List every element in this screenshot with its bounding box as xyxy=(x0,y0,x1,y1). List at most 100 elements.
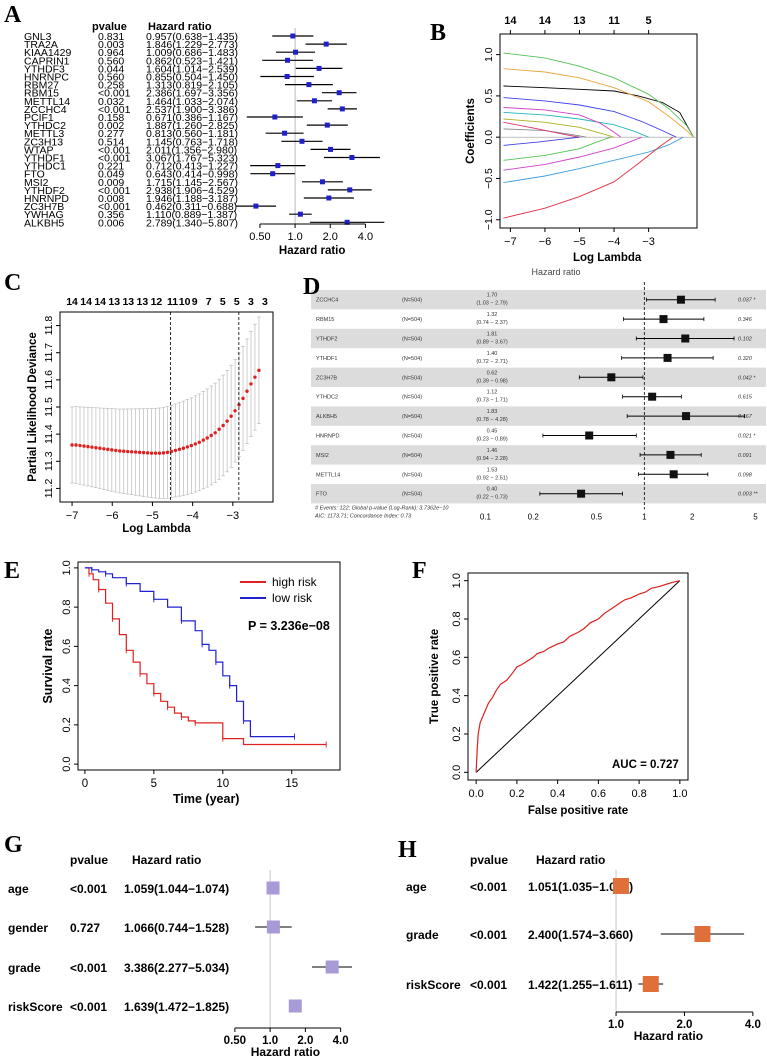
roc-curve xyxy=(475,580,681,773)
column-header-hazard-ratio: Hazard ratio xyxy=(536,853,605,867)
deviance-point xyxy=(185,445,190,449)
hazard-ratio-text: 1.145(0.763−1.718) xyxy=(146,136,238,148)
hr-point xyxy=(648,392,657,401)
top-tick-label: 5 xyxy=(234,296,240,308)
pvalue-text: <0.001 xyxy=(470,928,507,942)
row-n: (N=504) xyxy=(402,298,422,304)
pvalue-text: 0.356 xyxy=(98,209,124,221)
row-pvalue: 0.098 xyxy=(738,472,753,478)
coefficient-path xyxy=(503,68,694,138)
x-tick-label: 4.0 xyxy=(333,1035,349,1047)
hr-point xyxy=(607,373,616,382)
row-hr: 1.46 xyxy=(487,448,498,454)
auc-annotation: AUC = 0.727 xyxy=(612,759,679,771)
hr-point xyxy=(275,163,281,169)
deviance-point xyxy=(153,451,158,455)
row-gene: YTHDC2 xyxy=(316,395,338,401)
row-hr: 0.40 xyxy=(487,487,498,493)
row-ci: (0.94 − 2.28) xyxy=(476,456,508,462)
hr-point xyxy=(669,470,678,479)
pvalue-text: <0.001 xyxy=(98,185,131,197)
gene-label: RBM27 xyxy=(24,80,59,92)
coefficient-path xyxy=(503,118,615,138)
gene-label: ZCCHC4 xyxy=(24,104,67,116)
x-tick-label: −7 xyxy=(504,236,517,248)
row-ci: (0.74 − 2.37) xyxy=(476,320,508,326)
variable-label: grade xyxy=(8,961,41,975)
variable-label: riskScore xyxy=(8,1000,63,1014)
gene-label: YWHAG xyxy=(24,209,64,221)
deviance-point xyxy=(213,431,217,435)
hazard-ratio-text: 2.938(1.906−4.529) xyxy=(146,185,238,197)
hazard-ratio-text: 1.604(1.014−2.539) xyxy=(146,63,238,75)
hr-point xyxy=(272,114,278,120)
x-tick-label: 0.50 xyxy=(224,1035,246,1047)
pvalue-text: 0.158 xyxy=(98,112,124,124)
panel-a: pvalue Hazard ratio GNL3 0.831 0.957(0.638−1… xyxy=(24,21,385,257)
panel-label: F xyxy=(412,558,427,584)
gene-label: HNRNPC xyxy=(24,72,69,84)
hr-point xyxy=(306,82,312,88)
hazard-ratio-text: 3.386(2.277−5.034) xyxy=(124,961,229,975)
x-axis-label: Log Lambda xyxy=(573,252,642,264)
hazard-ratio-text: 0.855(0.504−1.450) xyxy=(146,72,238,84)
row-gene: ZC3H7B xyxy=(316,375,337,381)
row-n: (N=504) xyxy=(402,414,422,420)
row-ci: (0.78 − 4.28) xyxy=(476,417,508,423)
hr-point xyxy=(326,195,332,201)
hazard-ratio-text: 0.671(0.386−1.167) xyxy=(146,112,238,124)
row-hr: 0.45 xyxy=(487,429,498,435)
top-tick-label: 3 xyxy=(262,296,268,308)
row-pvalue: 0.003 ** xyxy=(738,492,758,498)
hr-point xyxy=(282,130,288,136)
hazard-ratio-text: 1.464(1.033−2.074) xyxy=(146,96,238,108)
y-tick-label: 11.4 xyxy=(43,424,55,444)
pvalue-text: 0.560 xyxy=(98,55,124,67)
hr-point xyxy=(253,203,259,209)
row-gene: ALKBH5 xyxy=(316,414,337,420)
x-tick-label: 1.0 xyxy=(672,788,687,800)
x-axis-label: Time (year) xyxy=(173,792,239,806)
pvalue-text: 0.831 xyxy=(98,31,124,43)
hr-point xyxy=(288,999,302,1013)
x-tick-label: 0.1 xyxy=(480,512,492,521)
hazard-ratio-text: 1.846(1.229−2.773) xyxy=(146,39,238,51)
deviance-point xyxy=(118,449,122,453)
hr-point xyxy=(311,98,317,104)
deviance-point xyxy=(161,451,166,455)
pvalue-text: <0.001 xyxy=(98,153,131,165)
x-tick-label: 0.6 xyxy=(591,788,606,800)
y-tick-label: 0.8 xyxy=(61,599,73,614)
deviance-point xyxy=(78,443,82,448)
x-tick-label: 1.0 xyxy=(608,1019,624,1031)
hazard-ratio-text: 1.639(1.472−1.825) xyxy=(124,1000,229,1014)
y-tick-label: 1.0 xyxy=(61,560,73,575)
row-n: (N=504) xyxy=(402,472,422,478)
gene-label: YTHDC1 xyxy=(24,161,66,173)
top-tick-label: 5 xyxy=(220,296,226,308)
row-ci: (0.89 − 3.67) xyxy=(476,340,508,346)
hazard-ratio-text: 2.789(1.340−5.807) xyxy=(146,217,238,229)
panel-label: G xyxy=(4,832,23,858)
coefficient-path xyxy=(503,128,587,138)
deviance-point xyxy=(217,427,221,431)
top-tick-label: 7 xyxy=(206,296,212,308)
x-tick-label: −3 xyxy=(642,236,655,248)
pvalue-text: 0.727 xyxy=(70,921,100,935)
x-tick-label: 0 xyxy=(82,778,88,790)
pvalue-text: 0.003 xyxy=(98,39,124,51)
footnote: AIC: 1173.71; Concordance Index: 0.73 xyxy=(314,513,412,519)
hazard-ratio-text: 0.712(0.413−1.227) xyxy=(146,161,238,173)
y-tick-label: 1.0 xyxy=(483,47,495,62)
top-tick-label: 11 xyxy=(608,15,620,27)
row-pvalue: 0.021 * xyxy=(738,434,756,440)
row-pvalue: 0.320 xyxy=(738,356,753,362)
footnote: # Events: 122; Global p-value (Log-Rank)… xyxy=(315,505,449,511)
x-tick-label: 1.0 xyxy=(262,1035,278,1047)
hr-point xyxy=(299,138,305,144)
deviance-point xyxy=(122,449,126,453)
row-hr: 1.53 xyxy=(487,467,498,473)
y-tick-label: 0.0 xyxy=(451,765,463,780)
panel-label: D xyxy=(303,274,320,300)
pvalue-text: 0.258 xyxy=(98,80,124,92)
